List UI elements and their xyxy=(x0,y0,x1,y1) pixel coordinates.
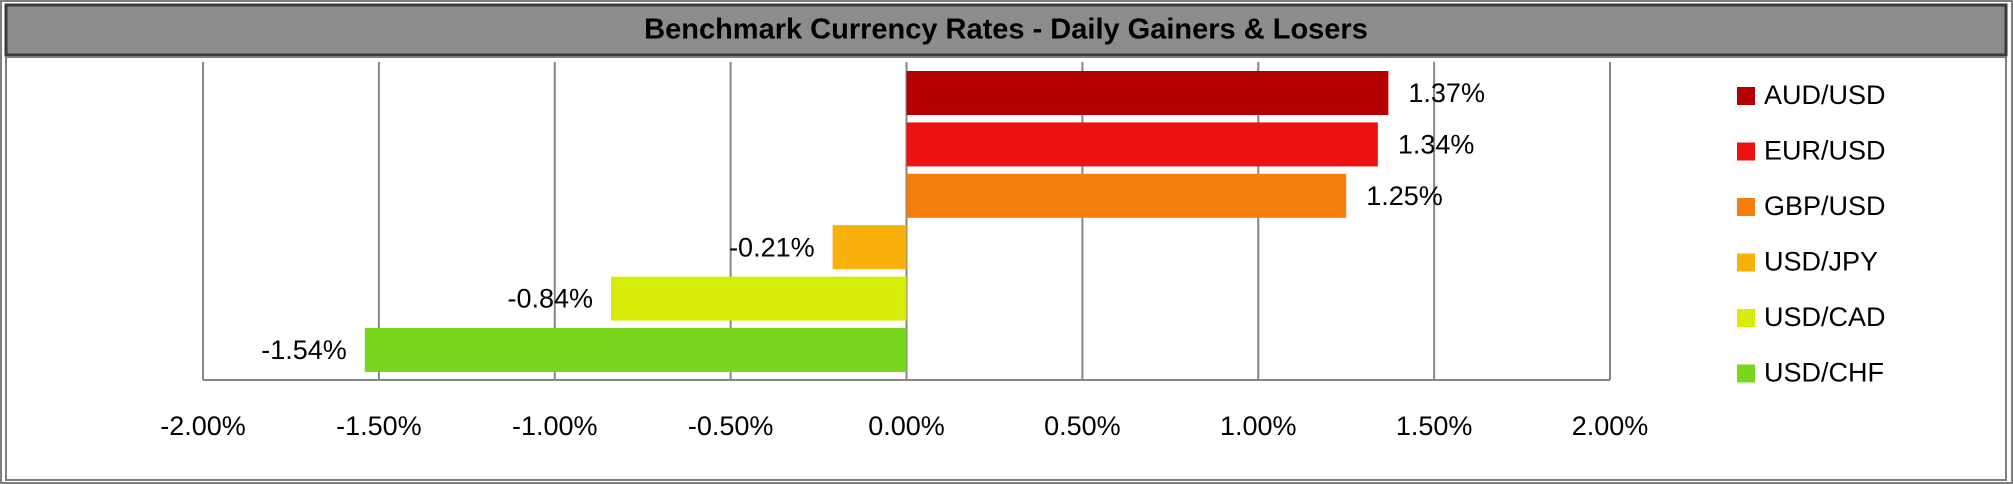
legend-swatch xyxy=(1737,87,1755,105)
x-tick-label: -1.00% xyxy=(512,411,598,441)
data-label: 1.34% xyxy=(1398,130,1475,160)
bar xyxy=(611,276,907,321)
legend-swatch xyxy=(1737,253,1755,272)
legend-label: GBP/USD xyxy=(1764,191,1886,221)
data-label: 1.25% xyxy=(1366,181,1443,211)
bar xyxy=(906,173,1347,218)
legend-swatch xyxy=(1737,142,1755,161)
x-tick-label: -2.00% xyxy=(160,411,246,441)
legend-label: AUD/USD xyxy=(1764,80,1886,110)
bar xyxy=(364,328,907,372)
x-tick-label: 1.00% xyxy=(1220,411,1297,441)
bar xyxy=(906,71,1389,115)
x-tick-label: 0.00% xyxy=(868,411,945,441)
data-label: 1.37% xyxy=(1408,78,1485,108)
bar xyxy=(832,225,907,270)
legend-label: EUR/USD xyxy=(1764,136,1886,166)
legend-label: USD/CAD xyxy=(1764,302,1886,332)
x-tick-label: -0.50% xyxy=(688,411,774,441)
data-label: -0.21% xyxy=(729,232,815,262)
legend-label: USD/CHF xyxy=(1764,358,1884,388)
x-tick-label: 1.50% xyxy=(1396,411,1473,441)
x-tick-label: 0.50% xyxy=(1044,411,1121,441)
data-label: -1.54% xyxy=(261,335,347,365)
legend-swatch xyxy=(1737,309,1755,327)
x-tick-label: 2.00% xyxy=(1572,411,1649,441)
legend-swatch xyxy=(1737,198,1755,216)
chart-title: Benchmark Currency Rates - Daily Gainers… xyxy=(644,14,1368,46)
title-bar xyxy=(4,3,2008,57)
legend-label: USD/JPY xyxy=(1764,247,1878,277)
data-label: -0.84% xyxy=(507,284,593,314)
plot-frame xyxy=(5,56,2007,481)
legend-swatch xyxy=(1737,364,1755,383)
bar xyxy=(906,122,1378,167)
x-tick-label: -1.50% xyxy=(336,411,422,441)
